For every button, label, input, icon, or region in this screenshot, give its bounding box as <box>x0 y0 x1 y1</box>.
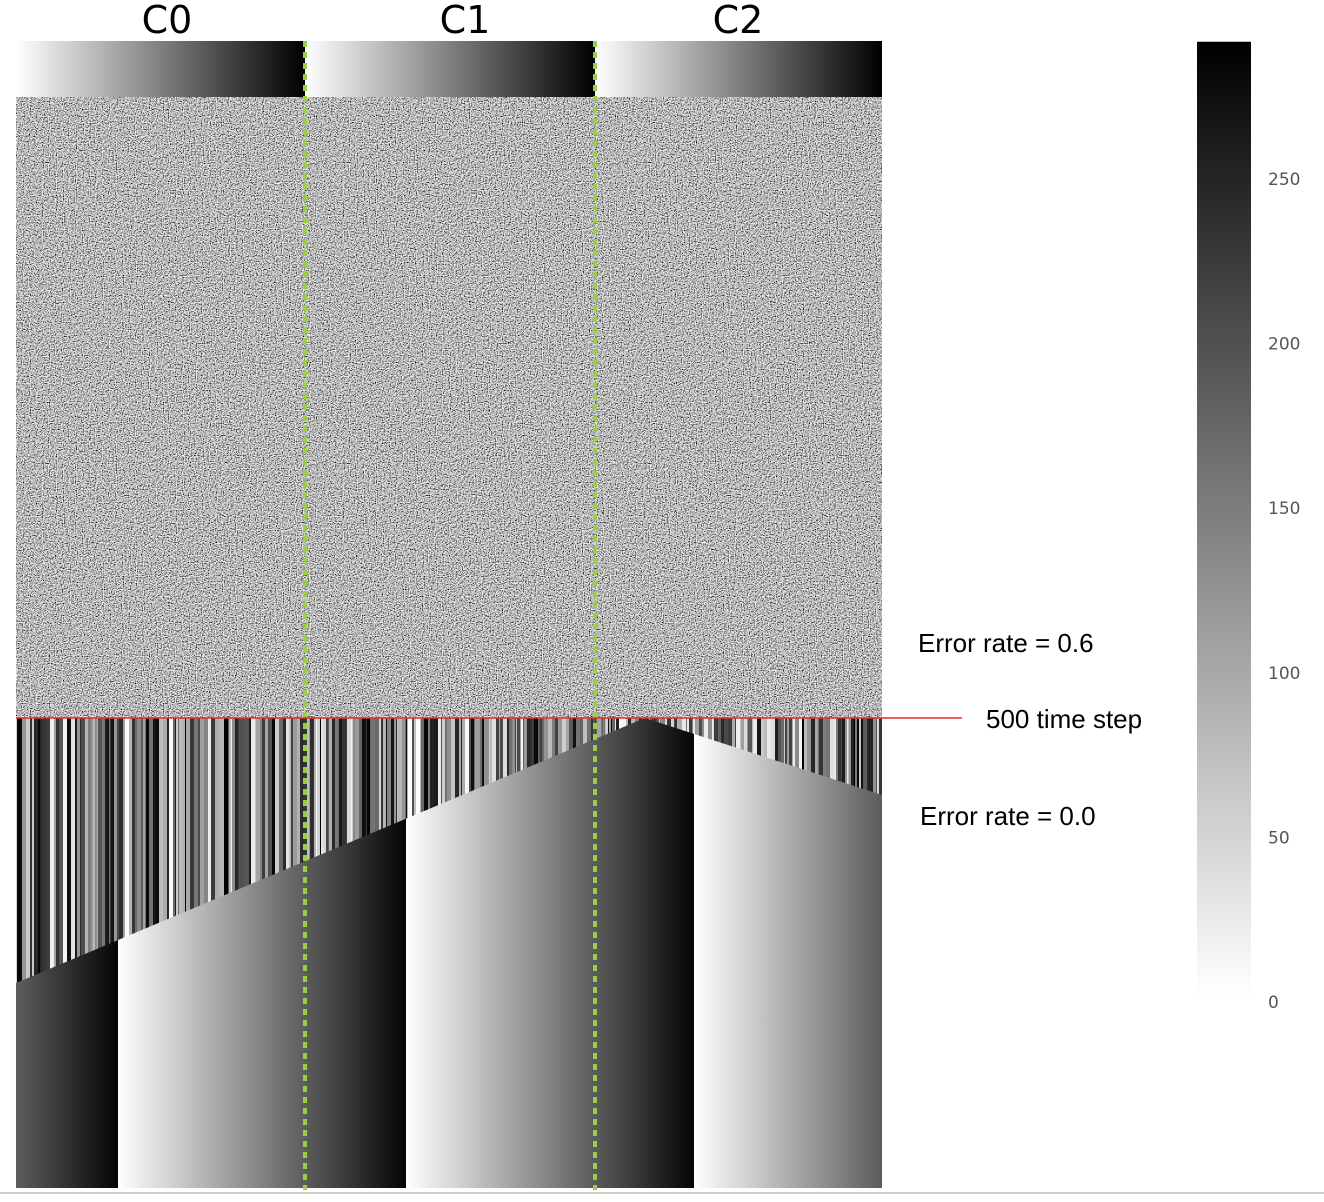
colorbar-tick-label: 200 <box>1268 335 1300 355</box>
colorbar-tick-label: 150 <box>1268 499 1300 519</box>
stripe <box>77 718 80 1188</box>
stripe <box>34 718 38 1188</box>
column-ramps <box>16 41 882 97</box>
stripe <box>56 718 59 1188</box>
stripe <box>80 718 81 1188</box>
colorbar-tick-label: 250 <box>1268 170 1300 190</box>
colorbar <box>1197 41 1251 997</box>
converged-region <box>16 718 882 1188</box>
column-label: C2 <box>713 0 764 42</box>
stripe <box>30 718 32 1188</box>
stripe <box>42 718 46 1188</box>
noise-region <box>16 97 882 718</box>
colorbar-tick-label: 0 <box>1268 993 1279 1013</box>
stripe <box>59 718 63 1188</box>
stripe <box>21 718 22 1188</box>
stripe <box>63 718 67 1188</box>
colorbar-tick-label: 100 <box>1268 664 1300 684</box>
stripe <box>46 718 50 1188</box>
stripe <box>17 718 21 1188</box>
stripe <box>75 718 77 1188</box>
annotation: Error rate = 0.6 <box>918 628 1094 658</box>
stripe <box>54 718 56 1188</box>
column-label: C0 <box>142 0 193 42</box>
annotation: Error rate = 0.0 <box>920 801 1096 831</box>
stripe <box>67 718 71 1188</box>
stripe <box>38 718 40 1188</box>
stripe <box>40 718 42 1188</box>
stripe <box>16 718 17 1188</box>
colorbar-tick-label: 50 <box>1268 828 1290 848</box>
stripe <box>32 718 34 1188</box>
stripe <box>71 718 75 1188</box>
stripe <box>85 718 88 1188</box>
annotation: 500 time step <box>986 704 1142 734</box>
stripe <box>81 718 85 1188</box>
stripe <box>26 718 30 1188</box>
column-label: C1 <box>440 0 491 42</box>
stripe <box>50 718 54 1188</box>
stripe <box>22 718 26 1188</box>
